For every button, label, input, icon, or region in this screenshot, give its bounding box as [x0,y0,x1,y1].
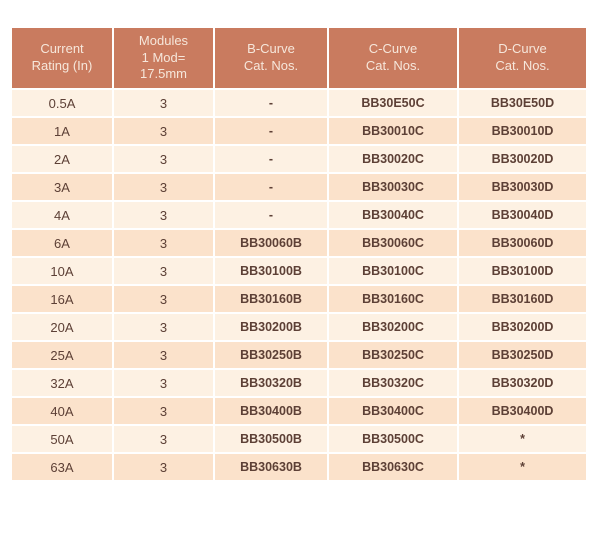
header-b-curve: B-Curve Cat. Nos. [213,26,329,90]
cell-c-curve: BB30630C [327,452,459,482]
cell-b-curve: BB30200B [213,312,329,342]
cell-modules: 3 [112,144,215,174]
cell-modules: 3 [112,284,215,314]
cell-d-curve: BB30030D [457,172,588,202]
table-row: 40A 3 BB30400B BB30400C BB30400D [10,396,588,426]
table-row: 25A 3 BB30250B BB30250C BB30250D [10,340,588,370]
catalog-table: Current Rating (In) Modules 1 Mod= 17.5m… [10,26,588,482]
cell-c-curve: BB30030C [327,172,459,202]
cell-b-curve: BB30400B [213,396,329,426]
cell-d-curve: BB30060D [457,228,588,258]
table-row: 20A 3 BB30200B BB30200C BB30200D [10,312,588,342]
cell-c-curve: BB30040C [327,200,459,230]
cell-current-rating: 10A [10,256,114,286]
cell-c-curve: BB30100C [327,256,459,286]
cell-d-curve: BB30040D [457,200,588,230]
cell-current-rating: 0.5A [10,88,114,118]
cell-current-rating: 32A [10,368,114,398]
table-row: 16A 3 BB30160B BB30160C BB30160D [10,284,588,314]
cell-current-rating: 25A [10,340,114,370]
cell-d-curve: BB30020D [457,144,588,174]
table-row: 0.5A 3 - BB30E50C BB30E50D [10,88,588,118]
table-row: 1A 3 - BB30010C BB30010D [10,116,588,146]
cell-c-curve: BB30E50C [327,88,459,118]
cell-c-curve: BB30400C [327,396,459,426]
cell-c-curve: BB30500C [327,424,459,454]
cell-modules: 3 [112,200,215,230]
table-body: 0.5A 3 - BB30E50C BB30E50D 1A 3 - BB3001… [10,88,588,482]
header-row: Current Rating (In) Modules 1 Mod= 17.5m… [10,26,588,90]
cell-current-rating: 16A [10,284,114,314]
cell-modules: 3 [112,256,215,286]
cell-modules: 3 [112,340,215,370]
cell-current-rating: 4A [10,200,114,230]
cell-c-curve: BB30200C [327,312,459,342]
cell-b-curve: BB30100B [213,256,329,286]
cell-c-curve: BB30010C [327,116,459,146]
table-row: 4A 3 - BB30040C BB30040D [10,200,588,230]
cell-modules: 3 [112,228,215,258]
cell-current-rating: 63A [10,452,114,482]
cell-current-rating: 1A [10,116,114,146]
cell-c-curve: BB30020C [327,144,459,174]
cell-d-curve: BB30160D [457,284,588,314]
cell-c-curve: BB30250C [327,340,459,370]
cell-b-curve: BB30060B [213,228,329,258]
cell-b-curve: BB30320B [213,368,329,398]
cell-c-curve: BB30060C [327,228,459,258]
table-row: 32A 3 BB30320B BB30320C BB30320D [10,368,588,398]
cell-current-rating: 40A [10,396,114,426]
cell-d-curve: BB30200D [457,312,588,342]
table-row: 10A 3 BB30100B BB30100C BB30100D [10,256,588,286]
cell-modules: 3 [112,452,215,482]
cell-c-curve: BB30160C [327,284,459,314]
table-row: 3A 3 - BB30030C BB30030D [10,172,588,202]
cell-modules: 3 [112,396,215,426]
cell-current-rating: 20A [10,312,114,342]
cell-current-rating: 6A [10,228,114,258]
header-current-rating: Current Rating (In) [10,26,114,90]
table-row: 50A 3 BB30500B BB30500C * [10,424,588,454]
table-row: 6A 3 BB30060B BB30060C BB30060D [10,228,588,258]
cell-d-curve: BB30320D [457,368,588,398]
cell-b-curve: - [213,200,329,230]
cell-b-curve: BB30630B [213,452,329,482]
cell-c-curve: BB30320C [327,368,459,398]
table-row: 2A 3 - BB30020C BB30020D [10,144,588,174]
cell-modules: 3 [112,172,215,202]
header-c-curve: C-Curve Cat. Nos. [327,26,459,90]
cell-d-curve: BB30010D [457,116,588,146]
cell-modules: 3 [112,424,215,454]
header-modules: Modules 1 Mod= 17.5mm [112,26,215,90]
cell-b-curve: - [213,172,329,202]
table-header: Current Rating (In) Modules 1 Mod= 17.5m… [10,26,588,90]
cell-b-curve: BB30160B [213,284,329,314]
cell-d-curve: BB30400D [457,396,588,426]
cell-modules: 3 [112,88,215,118]
cell-d-curve: BB30E50D [457,88,588,118]
cell-b-curve: - [213,116,329,146]
cell-b-curve: - [213,144,329,174]
table-row: 63A 3 BB30630B BB30630C * [10,452,588,482]
cell-d-curve: BB30250D [457,340,588,370]
cell-d-curve: BB30100D [457,256,588,286]
cell-d-curve: * [457,452,588,482]
cell-b-curve: BB30500B [213,424,329,454]
catalog-table-container: Current Rating (In) Modules 1 Mod= 17.5m… [10,26,588,482]
cell-current-rating: 2A [10,144,114,174]
cell-modules: 3 [112,368,215,398]
header-d-curve: D-Curve Cat. Nos. [457,26,588,90]
cell-modules: 3 [112,312,215,342]
cell-d-curve: * [457,424,588,454]
cell-modules: 3 [112,116,215,146]
cell-current-rating: 50A [10,424,114,454]
cell-b-curve: - [213,88,329,118]
cell-b-curve: BB30250B [213,340,329,370]
cell-current-rating: 3A [10,172,114,202]
